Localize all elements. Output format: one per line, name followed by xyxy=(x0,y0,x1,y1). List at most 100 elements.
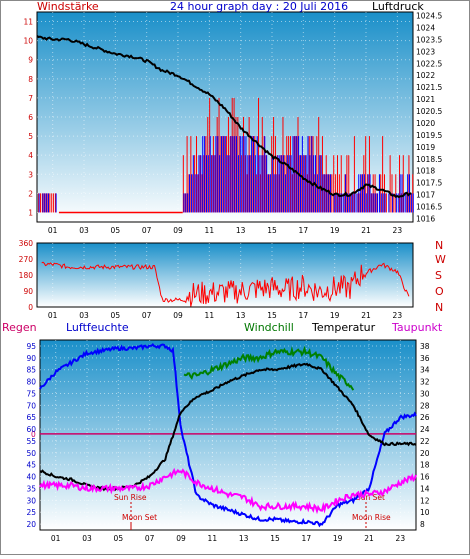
sun-set-label: Sun Set xyxy=(356,493,385,502)
temperature-axis-tick: 28 xyxy=(420,401,430,410)
hour-tick-label: 23 xyxy=(393,226,403,235)
hour-tick-label: 11 xyxy=(205,311,215,320)
wind-axis-tick: 3 xyxy=(28,170,33,179)
wind-axis-tick: 1 xyxy=(28,208,33,217)
pressure-axis-tick: 1020 xyxy=(416,119,435,128)
pressure-axis-tick: 1022 xyxy=(416,71,435,80)
wind-axis-tick: 5 xyxy=(28,132,33,141)
pressure-axis-tick: 1021.5 xyxy=(416,83,442,92)
panel3-background xyxy=(39,339,417,531)
temperature-axis-tick: 8 xyxy=(420,520,425,529)
zero-mark: 0 xyxy=(31,430,36,439)
humidity-label: Luftfeuchte xyxy=(66,321,129,334)
pressure-axis-tick: 1023 xyxy=(416,47,435,56)
humidity-line xyxy=(39,343,417,528)
hour-tick-label: 09 xyxy=(173,311,183,320)
hour-tick-label: 03 xyxy=(82,534,92,543)
wind-axis-tick: 8 xyxy=(28,75,33,84)
wind-axis-tick: 7 xyxy=(28,94,33,103)
moon-rise-label: Moon Rise xyxy=(352,513,391,522)
sun-rise-label: Sun Rise xyxy=(114,493,147,502)
direction-axis-tick: 180 xyxy=(19,271,34,280)
direction-axis-tick: 0 xyxy=(28,303,33,312)
temperature-axis-tick: 24 xyxy=(420,425,430,434)
temperature-axis-tick: 20 xyxy=(420,449,430,458)
temperature-axis-tick: 12 xyxy=(420,496,430,505)
hour-tick-label: 11 xyxy=(205,226,215,235)
rain-label: Regen xyxy=(2,321,37,334)
pressure-axis-tick: 1020.5 xyxy=(416,107,442,116)
wind-axis-tick: 11 xyxy=(23,18,33,27)
compass-label: S xyxy=(435,269,442,282)
humidity-axis-tick: 40 xyxy=(26,473,36,482)
hour-tick-label: 01 xyxy=(48,226,58,235)
compass-label: W xyxy=(435,253,446,266)
hour-tick-label: 19 xyxy=(330,226,340,235)
pressure-axis-tick: 1017.5 xyxy=(416,179,442,188)
compass-label: N xyxy=(435,301,443,314)
hour-tick-label: 07 xyxy=(142,226,152,235)
temperature-axis-tick: 22 xyxy=(420,437,430,446)
wind-axis-tick: 4 xyxy=(28,151,33,160)
temperature-axis-tick: 18 xyxy=(420,461,430,470)
hour-tick-label: 05 xyxy=(111,226,121,235)
humidity-axis-tick: 35 xyxy=(26,484,36,493)
wind-direction-line xyxy=(41,261,410,307)
humidity-axis-tick: 45 xyxy=(26,461,36,470)
temperature-axis-tick: 32 xyxy=(420,378,430,387)
hour-tick-label: 09 xyxy=(176,534,186,543)
temperature-axis-tick: 16 xyxy=(420,473,430,482)
pressure-axis-tick: 1018 xyxy=(416,167,435,176)
pressure-axis-tick: 1019 xyxy=(416,143,435,152)
hour-tick-label: 13 xyxy=(236,226,246,235)
pressure-axis-tick: 1023.5 xyxy=(416,35,442,44)
hour-tick-label: 09 xyxy=(173,226,183,235)
hour-tick-label: 07 xyxy=(145,534,155,543)
hour-tick-label: 23 xyxy=(396,534,406,543)
wind-axis-tick: 6 xyxy=(28,113,33,122)
humidity-axis-tick: 80 xyxy=(26,378,36,387)
pressure-line xyxy=(36,35,412,199)
humidity-axis-tick: 50 xyxy=(26,449,36,458)
hour-tick-label: 21 xyxy=(364,534,374,543)
dewpoint-label: Taupunkt xyxy=(391,321,443,334)
humidity-axis-tick: 85 xyxy=(26,366,36,375)
direction-axis-tick: 90 xyxy=(23,287,33,296)
humidity-axis-tick: 55 xyxy=(26,437,36,446)
temperature-axis-tick: 30 xyxy=(420,389,430,398)
dewpoint-line xyxy=(39,467,417,515)
pressure-axis-tick: 1024.5 xyxy=(416,12,442,21)
wind-axis-tick: 9 xyxy=(28,56,33,65)
pressure-axis-tick: 1021 xyxy=(416,95,435,104)
humidity-axis-tick: 25 xyxy=(26,508,36,517)
hour-tick-label: 15 xyxy=(267,311,277,320)
hour-tick-label: 17 xyxy=(299,226,309,235)
pressure-axis-tick: 1024 xyxy=(416,24,435,33)
hour-tick-label: 13 xyxy=(236,311,246,320)
chart-title: 24 hour graph day : 20 Juli 2016 xyxy=(170,0,348,13)
wind-strength-label: Windstärke xyxy=(37,0,99,13)
humidity-axis-tick: 70 xyxy=(26,401,36,410)
hour-tick-label: 21 xyxy=(361,226,371,235)
humidity-axis-tick: 75 xyxy=(26,389,36,398)
hour-tick-label: 17 xyxy=(302,534,312,543)
hour-tick-label: 19 xyxy=(330,311,340,320)
temperature-axis-tick: 14 xyxy=(420,484,430,493)
hour-tick-label: 15 xyxy=(270,534,280,543)
hour-tick-label: 03 xyxy=(79,226,89,235)
pressure-axis-tick: 1018.5 xyxy=(416,155,442,164)
temperature-axis-tick: 34 xyxy=(420,366,430,375)
hour-tick-label: 01 xyxy=(51,534,61,543)
hour-tick-label: 11 xyxy=(208,534,218,543)
pressure-axis-tick: 1016 xyxy=(416,214,435,223)
direction-axis-tick: 360 xyxy=(19,239,34,248)
hour-tick-label: 03 xyxy=(79,311,89,320)
humidity-axis-tick: 95 xyxy=(26,342,36,351)
hour-tick-label: 23 xyxy=(393,311,403,320)
pressure-label: Luftdruck xyxy=(372,0,424,13)
pressure-axis-tick: 1022.5 xyxy=(416,59,442,68)
hour-tick-label: 21 xyxy=(361,311,371,320)
hour-tick-label: 05 xyxy=(114,534,124,543)
